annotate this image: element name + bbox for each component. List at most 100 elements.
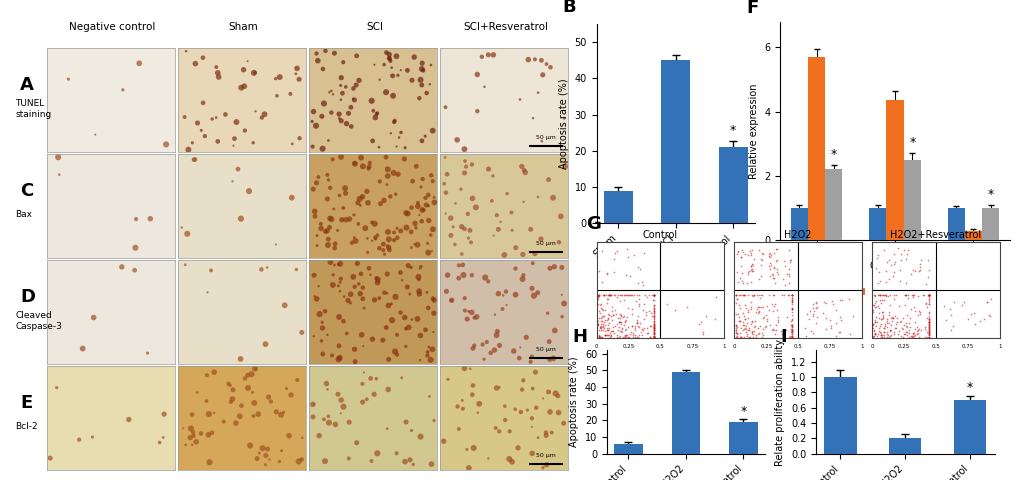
Point xyxy=(636,250,652,257)
Point xyxy=(323,87,339,95)
Point xyxy=(498,301,515,309)
Point xyxy=(287,70,304,78)
Point xyxy=(245,388,261,396)
Point xyxy=(591,301,607,309)
Point xyxy=(591,334,607,341)
Point xyxy=(920,321,936,329)
Point xyxy=(739,306,755,314)
Point xyxy=(591,310,607,317)
Point xyxy=(633,278,649,286)
Point xyxy=(877,324,894,331)
Point xyxy=(966,320,982,327)
Point xyxy=(600,311,616,319)
Point xyxy=(631,300,647,308)
Point xyxy=(330,282,346,290)
Point xyxy=(884,314,901,322)
Point xyxy=(638,311,654,319)
Point xyxy=(331,288,347,295)
Point xyxy=(326,261,342,269)
Point xyxy=(490,428,506,435)
Point xyxy=(805,308,821,315)
Text: SCI: SCI xyxy=(366,22,382,32)
Point xyxy=(592,314,608,322)
Point xyxy=(330,261,346,268)
Point xyxy=(758,315,774,323)
Point xyxy=(442,231,459,239)
Point xyxy=(694,331,710,338)
Point xyxy=(406,53,422,61)
Point xyxy=(750,303,766,311)
Point xyxy=(742,262,758,270)
Point xyxy=(397,418,414,426)
Point xyxy=(627,332,643,339)
Point xyxy=(920,291,936,299)
Point xyxy=(239,372,256,379)
Point xyxy=(422,356,438,364)
Point xyxy=(42,454,58,462)
Point xyxy=(386,348,403,355)
Point xyxy=(449,403,466,410)
Point xyxy=(410,199,426,207)
Point xyxy=(533,137,549,145)
Point xyxy=(908,330,924,337)
Point xyxy=(783,315,799,323)
Point xyxy=(314,145,330,153)
Point xyxy=(324,281,340,289)
Point xyxy=(610,318,627,326)
Point xyxy=(729,330,745,338)
Point xyxy=(291,134,308,142)
Point xyxy=(897,328,913,336)
Point xyxy=(494,291,511,299)
Point xyxy=(645,301,661,309)
Point xyxy=(871,297,888,304)
Text: Cleaved
Caspase-3: Cleaved Caspase-3 xyxy=(15,311,62,331)
Point xyxy=(593,248,609,255)
Point xyxy=(773,330,790,337)
Point xyxy=(632,328,648,336)
Point xyxy=(293,434,310,442)
Point xyxy=(797,332,813,339)
Point xyxy=(982,295,999,302)
Point xyxy=(826,307,843,314)
Point xyxy=(735,291,751,299)
Point xyxy=(412,356,428,364)
Point xyxy=(905,329,921,336)
Point xyxy=(752,291,768,299)
Point xyxy=(895,321,911,328)
Point xyxy=(920,296,936,303)
Point xyxy=(623,291,639,299)
Point xyxy=(319,331,335,339)
Point xyxy=(506,264,523,272)
Point xyxy=(645,332,661,339)
Point xyxy=(612,318,629,325)
Bar xyxy=(729,422,757,454)
Point xyxy=(465,382,481,389)
Point xyxy=(920,315,936,323)
Point xyxy=(334,59,351,66)
Point xyxy=(354,331,370,338)
Point xyxy=(906,318,922,326)
Point xyxy=(864,306,880,314)
Point xyxy=(840,295,856,303)
Point xyxy=(916,334,932,341)
Point xyxy=(900,327,916,335)
Point xyxy=(727,326,743,334)
Point xyxy=(869,251,886,258)
Point xyxy=(187,438,204,446)
Point xyxy=(886,328,902,336)
Text: B: B xyxy=(561,0,575,16)
Point xyxy=(259,445,275,453)
Point xyxy=(641,322,657,330)
Point xyxy=(623,322,639,330)
Point xyxy=(735,291,751,299)
Point xyxy=(396,314,413,322)
Point xyxy=(845,312,861,320)
Point xyxy=(769,271,786,278)
Point xyxy=(783,326,799,334)
Point xyxy=(920,331,936,339)
Point xyxy=(345,211,362,219)
Point xyxy=(596,331,612,339)
Point xyxy=(613,328,630,336)
Point xyxy=(752,303,768,311)
Point xyxy=(774,276,791,283)
